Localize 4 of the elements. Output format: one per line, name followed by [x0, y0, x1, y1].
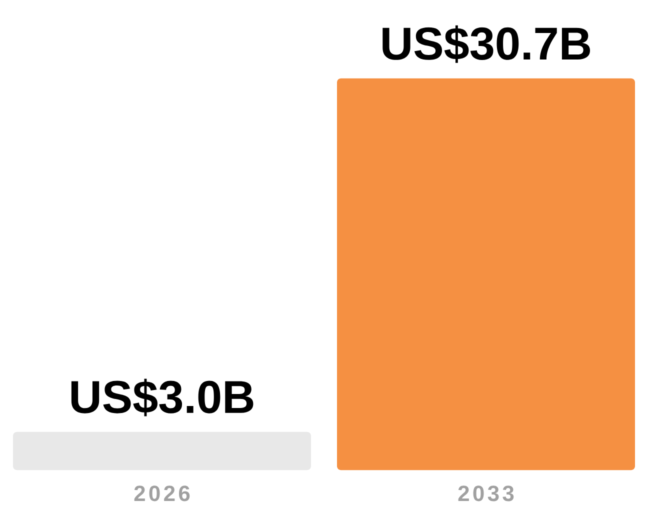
x-tick-label: 2033 [458, 486, 514, 502]
data-label: US$30.7B [382, 26, 590, 64]
x-tick-label: 2026 [134, 486, 190, 502]
data-label: US$3.0B [71, 378, 254, 417]
